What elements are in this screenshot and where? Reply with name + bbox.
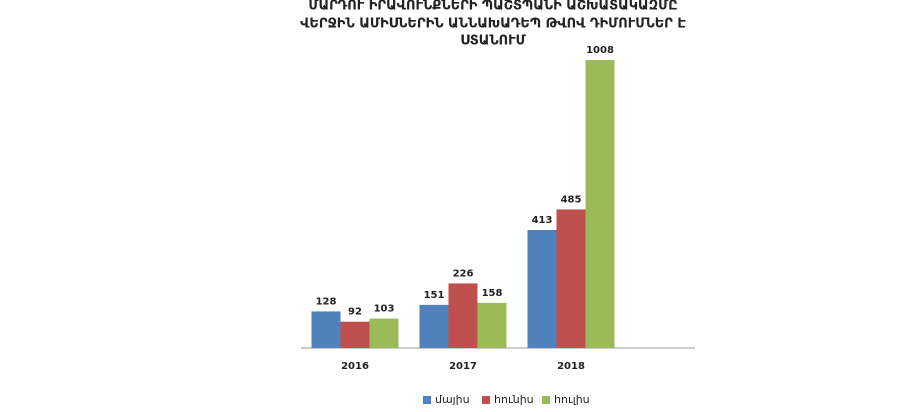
data-label: 1008 bbox=[586, 45, 614, 56]
x-tick-label: 2016 bbox=[341, 361, 369, 372]
bar bbox=[556, 209, 586, 348]
bar bbox=[419, 304, 449, 348]
data-label: 103 bbox=[374, 304, 395, 315]
data-label: 158 bbox=[482, 288, 503, 299]
x-tick-label: 2018 bbox=[557, 361, 585, 372]
legend-swatch bbox=[423, 396, 431, 404]
bar bbox=[527, 230, 557, 348]
legend-label: հունիս bbox=[494, 393, 534, 406]
x-tick-label: 2017 bbox=[449, 361, 477, 372]
data-label: 485 bbox=[561, 194, 582, 205]
bar bbox=[311, 311, 341, 348]
legend-label: հուլիս bbox=[554, 393, 590, 406]
chart-title: ՎԵՐՋԻՆ ԱՄԻՍՆԵՐԻՆ ԱՆՆԱԽԱԴԵՊ ԹՎՈՎ ԴԻՄՈՒՄՆԵ… bbox=[300, 17, 686, 32]
legend-swatch bbox=[482, 396, 490, 404]
legend-label: մայիս bbox=[435, 393, 470, 406]
bar bbox=[477, 302, 507, 348]
data-label: 226 bbox=[453, 268, 474, 279]
legend-swatch bbox=[542, 396, 550, 404]
data-label: 92 bbox=[348, 307, 362, 318]
bar bbox=[585, 60, 615, 348]
bar bbox=[369, 318, 399, 348]
bar bbox=[448, 283, 478, 348]
data-label: 151 bbox=[424, 290, 445, 301]
bar bbox=[340, 321, 370, 348]
data-label: 413 bbox=[532, 215, 553, 226]
chart-title: ՍՏԱՆՈՒՄ bbox=[460, 34, 526, 49]
chart-title: ՄԱՐԴՈՒ ԻՐԱՎՈՒՆՔՆԵՐԻ ՊԱՇՏՊԱՆԻ ԱՇԽԱՏԱԿԱԶՄԸ bbox=[308, 0, 677, 14]
data-label: 128 bbox=[316, 296, 337, 307]
